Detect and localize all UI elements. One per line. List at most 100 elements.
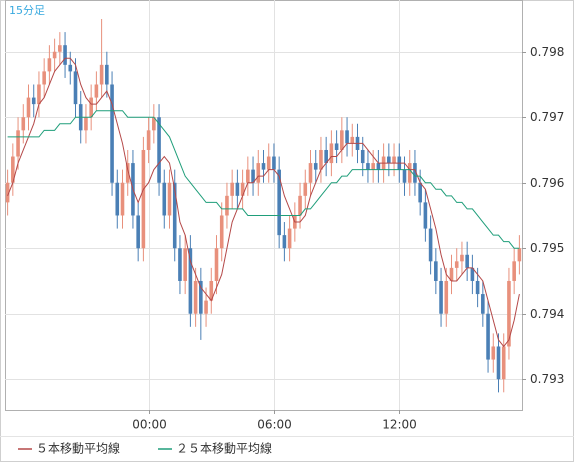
candle-body: [235, 182, 240, 196]
candle-body: [324, 149, 328, 164]
candle-body: [152, 117, 156, 131]
candle-body: [371, 163, 375, 170]
candle-body: [329, 143, 334, 164]
candle-body: [313, 163, 318, 170]
legend-label: ２５本移動平均線: [176, 441, 272, 456]
candle-body: [376, 163, 381, 170]
y-tick-label: 0.796: [530, 176, 564, 190]
candle-body: [199, 280, 203, 314]
candle-body: [439, 280, 443, 314]
candle-body: [517, 248, 522, 262]
candle-body: [303, 182, 308, 196]
candle-body: [99, 64, 104, 85]
candle-body: [178, 248, 182, 281]
candle-body: [444, 280, 449, 314]
candle-body: [52, 51, 57, 59]
candle-body: [136, 215, 140, 249]
candle-body: [266, 156, 271, 170]
candle-body: [491, 346, 496, 360]
candle-body: [73, 71, 78, 105]
candle-body: [387, 156, 391, 164]
x-tick-label: 12:00: [382, 418, 417, 432]
x-tick-label: 00:00: [132, 418, 167, 432]
candle-body: [496, 346, 501, 380]
candle-body: [146, 130, 151, 150]
candle-body: [63, 45, 67, 65]
candle-body: [470, 267, 475, 281]
candle-body: [282, 235, 287, 249]
y-tick-label: 0.795: [530, 241, 564, 255]
candle-body: [188, 248, 193, 314]
candle-body: [120, 182, 125, 216]
y-tick-label: 0.797: [530, 110, 564, 124]
candle-body: [418, 182, 422, 203]
candle-body: [115, 182, 120, 216]
candle-body: [407, 163, 412, 183]
candle-body: [11, 156, 15, 183]
candle-body: [251, 169, 255, 183]
candle-body: [105, 64, 109, 85]
candle-body: [68, 64, 73, 72]
candle-body: [413, 163, 417, 183]
candle-body: [183, 248, 187, 281]
candle-body: [37, 84, 41, 105]
candle-body: [162, 182, 167, 216]
y-tick-label: 0.798: [530, 45, 564, 59]
candle-body: [209, 280, 214, 301]
candle-body: [428, 228, 433, 262]
candle-body: [89, 97, 93, 118]
candle-body: [465, 254, 469, 268]
candle-body: [193, 280, 198, 314]
candle-body: [277, 169, 281, 236]
y-tick-label: 0.793: [530, 372, 564, 386]
candle-body: [256, 163, 261, 183]
candle-body: [366, 163, 370, 170]
plot-area: [5, 0, 523, 411]
candle-body: [47, 58, 52, 72]
candle-body: [31, 97, 36, 105]
candle-body: [214, 248, 219, 281]
candle-body: [110, 84, 114, 183]
candle-body: [512, 261, 516, 281]
candle-body: [94, 84, 99, 98]
candle-body: [360, 149, 365, 164]
candle-body: [454, 261, 459, 268]
candle-body: [219, 215, 224, 249]
candle-body: [345, 130, 349, 144]
candle-body: [287, 228, 292, 249]
candle-body: [21, 117, 26, 131]
candle-body: [225, 195, 229, 216]
candle-body: [230, 182, 234, 196]
y-tick-label: 0.794: [530, 307, 564, 321]
candle-body: [16, 130, 20, 157]
candle-body: [5, 182, 10, 203]
candle-body: [486, 313, 490, 360]
legend-label: ５本移動平均線: [36, 441, 120, 456]
candle-body: [449, 267, 454, 281]
candle-body: [58, 45, 62, 52]
x-tick-label: 06:00: [257, 418, 292, 432]
candle-body: [157, 117, 161, 183]
candle-body: [240, 182, 245, 196]
candle-body: [26, 97, 31, 118]
candle-body: [141, 149, 146, 249]
candle-body: [402, 169, 407, 183]
candle-body: [308, 163, 313, 183]
candle-body: [319, 149, 323, 170]
candle-body: [298, 195, 302, 216]
candle-body: [507, 280, 511, 347]
candle-body: [172, 182, 177, 249]
candle-body: [272, 156, 276, 170]
candle-body: [392, 156, 396, 164]
moving-average-line: [7, 110, 520, 249]
candle-body: [167, 182, 172, 216]
candle-body: [475, 280, 480, 295]
candle-body: [350, 136, 355, 144]
candle-body: [125, 163, 130, 183]
candle-body: [481, 294, 485, 314]
candle-body: [204, 300, 208, 314]
candle-body: [501, 346, 506, 380]
timeframe-label: 15分足: [9, 4, 45, 17]
candle-body: [460, 254, 464, 262]
